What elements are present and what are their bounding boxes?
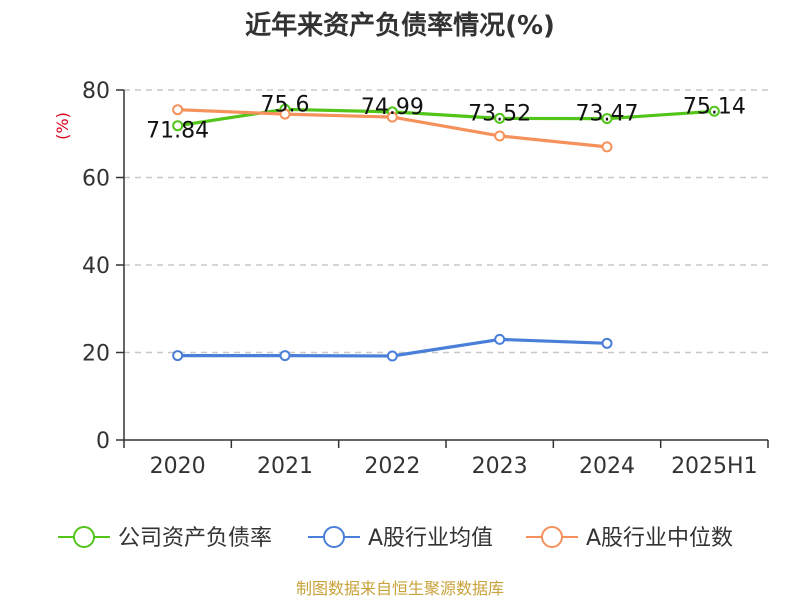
legend-marker-icon: [323, 526, 345, 548]
y-tick-label: 40: [82, 254, 110, 279]
data-point: [601, 337, 613, 349]
y-tick-label: 20: [82, 342, 110, 367]
legend-item-0[interactable]: 公司资产负债率: [58, 526, 272, 551]
data-point: [494, 333, 506, 345]
x-tick-label: 2025H1: [671, 454, 758, 479]
x-tick-label: 2022: [364, 454, 420, 479]
grid: [124, 89, 768, 354]
series-2: [172, 104, 613, 153]
data-point: [601, 141, 613, 153]
data-label: 75.6: [261, 92, 310, 117]
data-point: [172, 104, 184, 116]
y-tick-label: 60: [82, 167, 110, 192]
y-tick-label: 0: [96, 429, 110, 454]
data-label: 73.47: [576, 102, 639, 127]
data-point: [172, 350, 184, 362]
data-point: [601, 113, 613, 125]
data-point: [386, 111, 398, 123]
data-point: [708, 105, 720, 117]
data-label: 73.52: [468, 101, 531, 126]
legend-marker-icon: [73, 526, 95, 548]
legend-item-2[interactable]: A股行业中位数: [526, 526, 733, 551]
y-tick-label: 80: [82, 79, 110, 104]
data-point: [386, 350, 398, 362]
series-1: [172, 333, 613, 362]
x-tick-label: 2023: [472, 454, 528, 479]
source-note: 制图数据来自恒生聚源数据库: [296, 579, 504, 598]
y-axis-unit: (%): [53, 112, 72, 140]
legend-item-1[interactable]: A股行业均值: [308, 526, 493, 551]
data-point: [279, 350, 291, 362]
legend[interactable]: 公司资产负债率 A股行业均值 A股行业中位数: [58, 526, 733, 551]
data-point: [494, 130, 506, 142]
data-label: 75.14: [683, 94, 746, 119]
legend-label: A股行业均值: [368, 526, 493, 551]
data-label: 71.84: [146, 119, 209, 144]
data-point: [494, 112, 506, 124]
data-point: [279, 108, 291, 120]
x-tick-label: 2020: [150, 454, 206, 479]
x-tick-label: 2024: [579, 454, 635, 479]
legend-label: A股行业中位数: [586, 526, 733, 551]
legend-marker-icon: [541, 526, 563, 548]
series-layer: [172, 103, 720, 362]
legend-label: 公司资产负债率: [118, 526, 272, 551]
data-point: [172, 120, 184, 132]
chart-title: 近年来资产负债率情况(%): [245, 10, 555, 41]
data-labels: 71.84 75.6 74.99 73.52 73.47 75.14: [146, 92, 746, 143]
axes: 0 20 40 60 80 2020 2021 2022 2023 2024 2025H1: [82, 79, 769, 479]
data-label: 74.99: [361, 95, 424, 120]
x-tick-label: 2021: [257, 454, 313, 479]
